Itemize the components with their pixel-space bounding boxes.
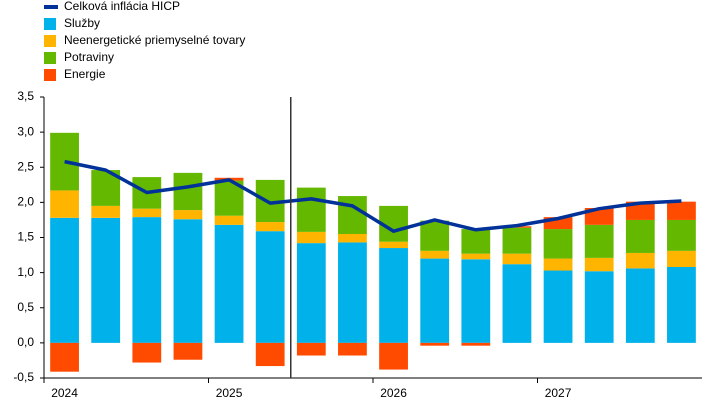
- bar-segment: [50, 190, 79, 218]
- y-tick-label: 0,0: [17, 335, 34, 349]
- y-tick-label: 0,5: [17, 300, 34, 314]
- bar-segment: [255, 231, 285, 343]
- bar-segment: [461, 229, 491, 254]
- bar-segment: [214, 215, 244, 225]
- legend-label: Celková inflácia HICP: [64, 0, 180, 13]
- bar-segment: [338, 242, 367, 343]
- bar-segment: [296, 231, 326, 244]
- bar-segment: [50, 132, 79, 191]
- bar-segment: [502, 227, 532, 254]
- bar-segment: [625, 252, 655, 269]
- bar-segment: [338, 196, 367, 234]
- x-tick-label: 2024: [51, 386, 78, 400]
- legend-label: Služby: [64, 16, 100, 30]
- legend-swatch: [44, 69, 56, 81]
- bar-segment: [543, 270, 573, 343]
- bar-segment: [461, 342, 491, 346]
- bar-segment: [214, 224, 244, 343]
- bar-segment: [379, 342, 408, 370]
- bar-segment: [543, 229, 573, 259]
- bar-segment: [420, 342, 450, 346]
- bar-segment: [625, 219, 655, 253]
- bar-segment: [50, 217, 79, 343]
- bar-segment: [461, 253, 491, 260]
- bar-segment: [338, 233, 367, 243]
- legend-swatch: [44, 18, 56, 30]
- y-tick-label: 3,0: [17, 124, 34, 138]
- bar-segment: [255, 222, 285, 232]
- bar-segment: [296, 243, 326, 343]
- y-tick-label: 1,5: [17, 230, 34, 244]
- bar-segment: [296, 342, 326, 356]
- bar-segment: [173, 219, 203, 343]
- bar-segment: [173, 210, 203, 220]
- y-tick-label: -0,5: [13, 370, 34, 384]
- bar-segment: [132, 342, 162, 363]
- bar-segment: [584, 257, 614, 272]
- bar-segment: [379, 248, 408, 343]
- legend-swatch: [44, 52, 56, 64]
- bar-segment: [255, 342, 285, 367]
- bar-segment: [625, 268, 655, 343]
- x-tick-label: 2027: [545, 386, 572, 400]
- bar-segment: [173, 172, 203, 211]
- bar-segment: [91, 205, 121, 218]
- bar-segment: [420, 250, 450, 259]
- legend-label: Neenergetické priemyselné tovary: [64, 33, 245, 47]
- bar-segment: [173, 342, 203, 360]
- legend-label: Energie: [64, 67, 106, 81]
- bar-segment: [50, 342, 79, 372]
- x-tick-label: 2025: [216, 386, 243, 400]
- bar-segment: [91, 217, 121, 343]
- bar-segment: [667, 250, 696, 268]
- bar-segment: [543, 258, 573, 271]
- bar-segment: [379, 241, 408, 249]
- bar-segment: [420, 220, 450, 251]
- bar-segment: [461, 259, 491, 343]
- y-tick-label: 3,5: [17, 89, 34, 103]
- bar-segment: [667, 219, 696, 251]
- y-tick-label: 1,0: [17, 265, 34, 279]
- bar-segment: [338, 342, 367, 356]
- bar-segment: [625, 201, 655, 220]
- bar-segment: [502, 264, 532, 343]
- x-tick-label: 2026: [380, 386, 407, 400]
- y-tick-label: 2,5: [17, 159, 34, 173]
- bar-segment: [667, 267, 696, 343]
- bar-segment: [296, 187, 326, 232]
- y-tick-label: 2,0: [17, 195, 34, 209]
- bar-segment: [667, 201, 696, 220]
- bar-segment: [543, 217, 573, 230]
- bar-segment: [132, 208, 162, 218]
- bar-segment: [132, 217, 162, 343]
- bar-segment: [420, 258, 450, 343]
- bar-segment: [584, 271, 614, 343]
- bar-segment: [502, 253, 532, 265]
- legend-label: Potraviny: [64, 50, 114, 64]
- legend-swatch: [44, 35, 56, 47]
- hicp-line: [64, 159, 682, 233]
- bar-segment: [584, 224, 614, 258]
